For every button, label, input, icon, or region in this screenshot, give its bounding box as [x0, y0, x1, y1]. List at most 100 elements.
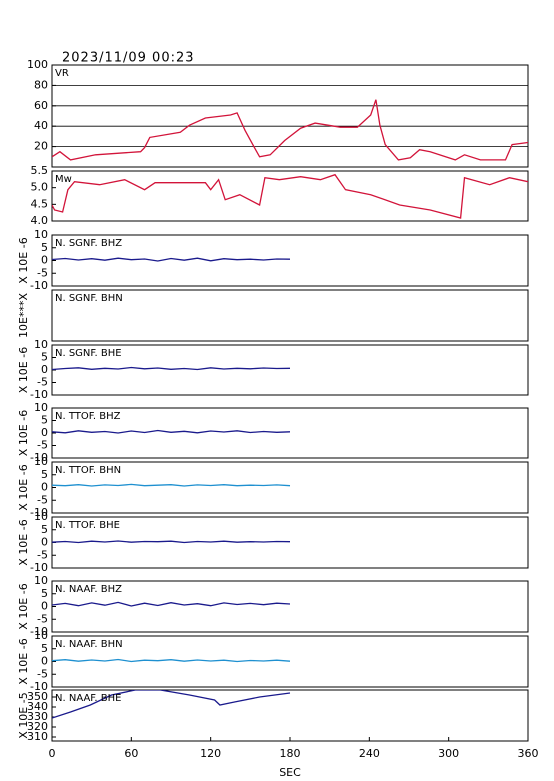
y-axis-label: X 10E -5: [17, 692, 30, 738]
y-tick-label: 0: [41, 426, 48, 439]
y-tick-label: 5: [41, 351, 48, 364]
data-line: [52, 257, 291, 262]
y-tick-label: 40: [34, 119, 48, 132]
panel-frame: [51, 234, 529, 287]
panel-frame: [51, 289, 529, 342]
panel-label: N. TTOF. BHZ: [55, 411, 121, 422]
panel-label: N. NAAF. BHE: [55, 693, 121, 704]
panel-label: N. NAAF. BHZ: [55, 584, 122, 595]
y-tick-label: 5: [41, 468, 48, 481]
y-tick-label: -5: [37, 667, 48, 680]
y-axis-label: X 10E -6: [17, 638, 30, 684]
panel-label: Mw: [55, 174, 72, 185]
panel-label: N. TTOF. BHN: [55, 465, 121, 476]
y-tick-label: 10: [34, 574, 48, 587]
y-tick-label: 10: [34, 228, 48, 241]
y-tick-label: 10: [34, 455, 48, 468]
x-tick-label: 300: [438, 747, 459, 760]
y-axis-label: X 10E -6: [17, 464, 30, 510]
x-tick-label: 60: [124, 747, 138, 760]
y-tick-label: -10: [30, 279, 48, 292]
y-tick-label: 10: [34, 510, 48, 523]
y-tick-label: 5.0: [31, 181, 49, 194]
y-tick-label: 10: [34, 401, 48, 414]
y-tick-label: 4.0: [31, 214, 49, 227]
y-tick-label: 0: [41, 481, 48, 494]
y-axis-label: X 10E -6: [17, 519, 30, 565]
y-tick-label: -5: [37, 266, 48, 279]
y-tick-label: -10: [30, 625, 48, 638]
panel-label: N. NAAF. BHN: [55, 639, 123, 650]
data-line: [52, 483, 291, 487]
y-axis-label: X 10E -6: [17, 347, 30, 393]
y-tick-label: -10: [30, 680, 48, 693]
y-tick-label: 0: [41, 536, 48, 549]
panel-label: VR: [55, 68, 69, 79]
panel-label: N. SGNF. BHZ: [55, 238, 122, 249]
panel-frame: [51, 344, 529, 396]
panel-frame: [51, 407, 529, 459]
y-tick-label: 5: [41, 414, 48, 427]
y-tick-label: 0: [41, 363, 48, 376]
panel-frame: [51, 516, 529, 569]
x-tick-label: 0: [49, 747, 56, 760]
y-tick-label: 5: [41, 642, 48, 655]
chart-title: 2023/11/09 00:23: [62, 51, 195, 66]
y-tick-label: -5: [37, 612, 48, 625]
y-tick-label: -5: [37, 376, 48, 389]
y-tick-label: -10: [30, 451, 48, 464]
y-tick-label: 80: [34, 78, 48, 91]
y-tick-label: 60: [34, 99, 48, 112]
data-line: [52, 601, 291, 607]
panel-frame: [51, 635, 529, 688]
panel-frame: [51, 689, 529, 742]
y-tick-label: 310: [27, 730, 48, 743]
y-tick-label: 0: [41, 600, 48, 613]
y-axis-label: X 10E -6: [17, 237, 30, 283]
x-tick-label: 360: [518, 747, 539, 760]
y-tick-label: 330: [27, 710, 48, 723]
x-tick-label: 240: [359, 747, 380, 760]
y-tick-label: -5: [37, 548, 48, 561]
data-line: [52, 366, 291, 371]
y-axis-label: 10E***X: [17, 293, 30, 338]
y-tick-label: 10: [34, 338, 48, 351]
data-line: [52, 540, 291, 544]
y-tick-label: -10: [30, 561, 48, 574]
panel-frame: [51, 64, 529, 168]
panel-frame: [51, 580, 529, 633]
y-tick-label: 100: [27, 58, 48, 71]
y-tick-label: -10: [30, 506, 48, 519]
y-tick-label: 4.5: [31, 197, 49, 210]
y-tick-label: 5.5: [31, 164, 49, 177]
data-line: [52, 658, 291, 663]
y-tick-label: -5: [37, 439, 48, 452]
y-tick-label: -10: [30, 388, 48, 401]
y-tick-label: 5: [41, 523, 48, 536]
y-tick-label: -5: [37, 493, 48, 506]
data-line: [52, 173, 528, 219]
data-line: [52, 429, 291, 434]
panel-frame: [51, 461, 529, 514]
y-tick-label: 320: [27, 720, 48, 733]
panel-label: N. SGNF. BHN: [55, 293, 123, 304]
y-tick-label: 0: [41, 655, 48, 668]
panel-label: N. TTOF. BHE: [55, 520, 120, 531]
y-tick-label: 340: [27, 700, 48, 713]
y-tick-label: 350: [27, 690, 48, 703]
panel-frame: [51, 170, 529, 222]
x-axis-label: SEC: [279, 766, 301, 779]
y-tick-label: 5: [41, 587, 48, 600]
data-line: [52, 99, 528, 161]
y-tick-label: 5: [41, 241, 48, 254]
data-line: [52, 690, 291, 719]
y-tick-label: 0: [41, 254, 48, 267]
panel-label: N. SGNF. BHE: [55, 348, 122, 359]
y-axis-label: X 10E -6: [17, 583, 30, 629]
y-tick-label: 20: [34, 140, 48, 153]
y-tick-label: 10: [34, 629, 48, 642]
x-tick-label: 180: [280, 747, 301, 760]
y-axis-label: X 10E -6: [17, 410, 30, 456]
x-tick-label: 120: [200, 747, 221, 760]
